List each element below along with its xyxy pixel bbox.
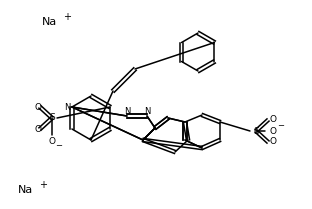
Text: O: O <box>270 116 276 125</box>
Text: N: N <box>144 107 150 116</box>
Text: −: − <box>56 141 62 150</box>
Text: O: O <box>270 126 276 135</box>
Text: O: O <box>35 102 41 111</box>
Text: Na: Na <box>18 185 33 195</box>
Text: Na: Na <box>42 17 57 27</box>
Text: O: O <box>35 125 41 134</box>
Text: N: N <box>124 107 130 116</box>
Text: S: S <box>253 126 259 135</box>
Text: S: S <box>49 113 55 122</box>
Text: O: O <box>48 138 56 147</box>
Text: +: + <box>63 12 71 22</box>
Text: −: − <box>277 121 285 130</box>
Text: O: O <box>270 138 276 147</box>
Text: +: + <box>39 180 47 190</box>
Text: N: N <box>64 102 70 111</box>
